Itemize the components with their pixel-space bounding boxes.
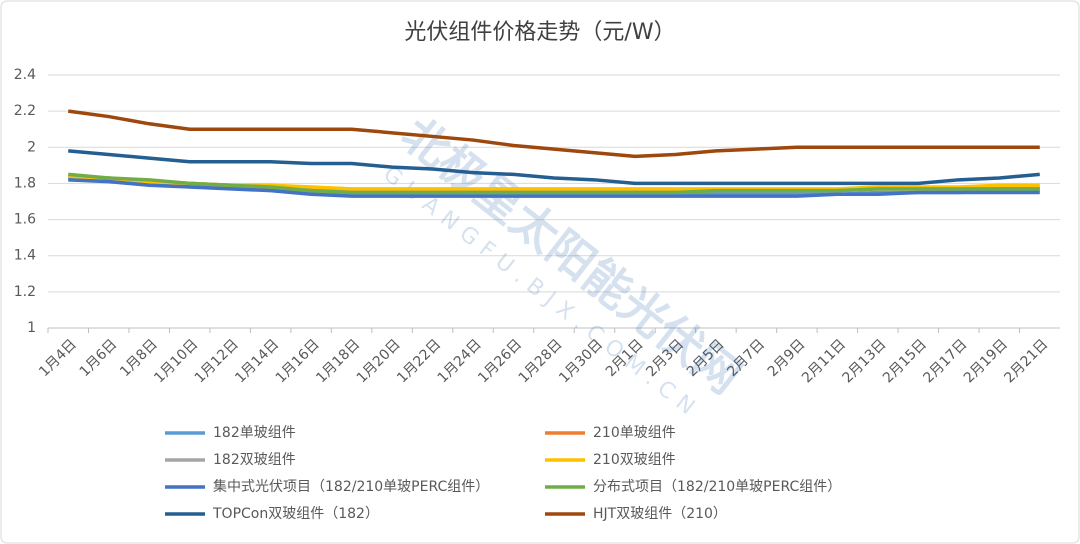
y-tick-label: 1.2 (14, 284, 36, 300)
legend-label: 182单玻组件 (213, 425, 296, 441)
legend-label: 集中式光伏项目（182/210单玻PERC组件） (213, 478, 489, 495)
legend-label: 210双玻组件 (593, 452, 676, 468)
y-tick-label: 1.8 (14, 175, 36, 191)
legend-label: HJT双玻组件（210） (593, 506, 727, 522)
series-line (68, 109, 1040, 159)
y-tick-label: 1.6 (14, 212, 36, 228)
legend-label: TOPCon双玻组件（182） (212, 506, 379, 522)
legend-label: 分布式项目（182/210单玻PERC组件） (593, 479, 841, 495)
series-line (68, 149, 1040, 186)
series-line (68, 178, 1040, 198)
y-tick-label: 1.4 (14, 248, 36, 264)
y-tick-label: 1 (27, 320, 36, 336)
y-tick-label: 2.4 (14, 67, 36, 83)
series-line (68, 176, 1040, 197)
y-tick-label: 2.2 (14, 103, 36, 119)
y-tick-label: 2 (27, 139, 36, 155)
chart-title: 光伏组件价格走势（元/W） (404, 20, 675, 45)
legend-label: 210单玻组件 (593, 425, 676, 441)
legend-label: 182双玻组件 (213, 452, 296, 468)
series-line (68, 172, 1040, 195)
